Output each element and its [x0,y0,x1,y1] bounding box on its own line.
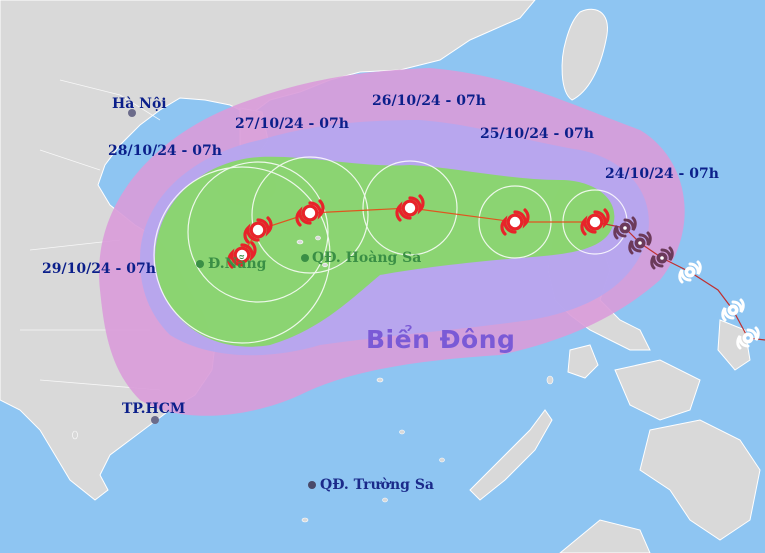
place-label-tphcm: TP.HCM [122,401,186,417]
city-marker-icon [128,109,136,117]
taiwan-island [561,8,608,101]
forecast-time-label: 25/10/24 - 07h [480,126,594,142]
place-label-hanoi: Hà Nội [112,96,167,112]
danger-zone [155,156,615,347]
forecast-time-label: 24/10/24 - 07h [605,166,719,182]
city-marker-icon [196,260,204,268]
place-label-danang: Đ.Nẵng [208,256,267,272]
place-label-hoangsa: QĐ. Hoàng Sa [312,250,422,266]
place-label-truongsa: QĐ. Trường Sa [320,477,434,493]
city-marker-icon [301,254,309,262]
sea-name-label: Biển Đông [366,325,516,354]
city-marker-icon [308,481,316,489]
forecast-time-label: 28/10/24 - 07h [108,143,222,159]
forecast-time-label: 26/10/24 - 07h [372,93,486,109]
city-marker-icon [151,416,159,424]
forecast-time-label: 27/10/24 - 07h [235,116,349,132]
forecast-time-label: 29/10/24 - 07h [42,261,156,277]
